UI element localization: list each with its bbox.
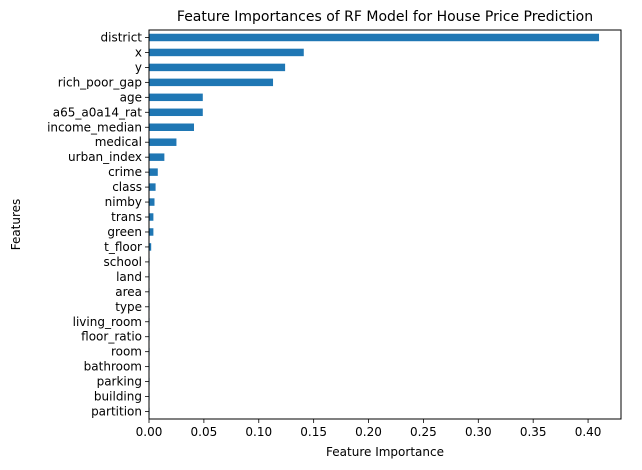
y-tick-label-class: class: [112, 180, 142, 194]
y-tick-label-age: age: [120, 90, 142, 104]
bar-class: [149, 183, 156, 191]
bar-district: [149, 33, 600, 42]
bar-crime: [149, 168, 158, 176]
y-tick-label-rich-poor-gap: rich_poor_gap: [58, 75, 142, 89]
x-axis-title: Feature Importance: [326, 445, 444, 459]
y-tick-label-district: district: [101, 30, 143, 44]
y-tick-label-land: land: [116, 270, 142, 284]
x-tick-label: 0.20: [355, 425, 382, 439]
y-axis-ticks: districtxyrich_poor_gapagea65_a0a14_rati…: [47, 30, 149, 419]
x-tick-label: 0.35: [520, 425, 547, 439]
y-tick-label-bathroom: bathroom: [84, 360, 142, 374]
chart-title: Feature Importances of RF Model for Hous…: [177, 9, 593, 25]
y-tick-label-trans: trans: [111, 210, 142, 224]
x-tick-label: 0.10: [245, 425, 272, 439]
y-tick-label-partition: partition: [91, 405, 142, 419]
x-tick-label: 0.30: [465, 425, 492, 439]
y-tick-label-living-room: living_room: [73, 315, 142, 329]
x-tick-label: 0.15: [300, 425, 327, 439]
y-tick-label-area: area: [115, 285, 142, 299]
x-tick-label: 0.40: [575, 425, 602, 439]
y-tick-label-nimby: nimby: [105, 195, 142, 209]
bar-age: [149, 93, 203, 102]
bar-urban-index: [149, 153, 165, 161]
y-tick-label-urban-index: urban_index: [68, 150, 142, 164]
bar-t-floor: [149, 243, 152, 251]
bars-group: [149, 33, 600, 416]
plot-frame: [148, 29, 622, 420]
x-tick-label: 0.25: [410, 425, 437, 439]
bar-nimby: [149, 198, 155, 206]
y-tick-label-crime: crime: [108, 165, 142, 179]
bar-rich-poor-gap: [149, 78, 274, 87]
y-tick-label-y: y: [135, 60, 142, 74]
bar-medical: [149, 138, 177, 146]
y-tick-label-floor-ratio: floor_ratio: [81, 330, 142, 344]
y-tick-label-medical: medical: [95, 135, 142, 149]
y-tick-label-type: type: [115, 300, 142, 314]
y-tick-label-x: x: [135, 45, 142, 59]
x-axis-ticks: 0.00 0.05 0.10 0.15 0.20 0.25 0.30 0.35 0.40: [136, 419, 602, 439]
y-tick-label-income-median: income_median: [47, 120, 142, 134]
y-axis-title: Features: [9, 199, 23, 251]
bar-a65-a0a14-rat: [149, 108, 203, 117]
y-tick-label-green: green: [107, 225, 142, 239]
y-tick-label-a65-a0a14-rat: a65_a0a14_rat: [53, 105, 143, 119]
y-tick-label-parking: parking: [97, 375, 142, 389]
bar-y: [149, 63, 286, 72]
bar-income-median: [149, 123, 195, 131]
bar-green: [149, 228, 154, 236]
y-tick-label-building: building: [94, 390, 142, 404]
x-tick-label: 0.00: [136, 425, 163, 439]
x-tick-label: 0.05: [191, 425, 218, 439]
bar-trans: [149, 213, 154, 221]
y-tick-label-room: room: [111, 345, 142, 359]
y-tick-label-school: school: [104, 255, 142, 269]
bar-x: [149, 48, 304, 57]
y-tick-label-t-floor: t_floor: [104, 240, 142, 254]
